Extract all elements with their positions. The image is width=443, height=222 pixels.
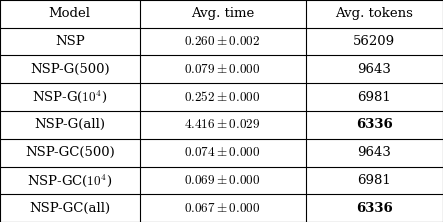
Text: 56209: 56209 bbox=[353, 35, 396, 48]
Text: 9643: 9643 bbox=[358, 146, 391, 159]
Text: 6981: 6981 bbox=[358, 91, 391, 104]
Text: NSP-GC(500): NSP-GC(500) bbox=[25, 146, 115, 159]
Text: 6336: 6336 bbox=[356, 202, 392, 215]
Text: NSP: NSP bbox=[55, 35, 85, 48]
Text: $0.079 \pm 0.000$: $0.079 \pm 0.000$ bbox=[184, 63, 261, 76]
Text: 6981: 6981 bbox=[358, 174, 391, 187]
Text: Avg. tokens: Avg. tokens bbox=[335, 7, 413, 20]
Text: $0.252 \pm 0.000$: $0.252 \pm 0.000$ bbox=[184, 90, 261, 104]
Text: NSP-G(all): NSP-G(all) bbox=[34, 118, 105, 131]
Text: $0.260 \pm 0.002$: $0.260 \pm 0.002$ bbox=[184, 35, 261, 48]
Text: $0.069 \pm 0.000$: $0.069 \pm 0.000$ bbox=[184, 174, 261, 187]
Text: Avg. time: Avg. time bbox=[191, 7, 254, 20]
Text: NSP-G(500): NSP-G(500) bbox=[30, 63, 109, 76]
Text: NSP-G($10^4$): NSP-G($10^4$) bbox=[32, 89, 107, 105]
Text: NSP-GC(all): NSP-GC(all) bbox=[29, 202, 110, 215]
Text: NSP-GC($10^4$): NSP-GC($10^4$) bbox=[27, 172, 113, 189]
Text: 6336: 6336 bbox=[356, 118, 392, 131]
Text: $\mathbf{0.067 \pm 0.000}$: $\mathbf{0.067 \pm 0.000}$ bbox=[184, 202, 261, 215]
Text: $4.416 \pm 0.029$: $4.416 \pm 0.029$ bbox=[184, 118, 261, 131]
Text: Model: Model bbox=[49, 7, 91, 20]
Text: $0.074 \pm 0.000$: $0.074 \pm 0.000$ bbox=[184, 146, 261, 159]
Text: 9643: 9643 bbox=[358, 63, 391, 76]
